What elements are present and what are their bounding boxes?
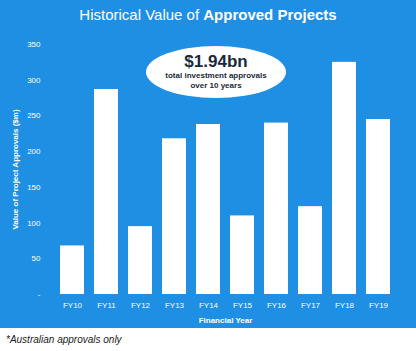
svg-text:300: 300 bbox=[27, 76, 41, 85]
svg-text:250: 250 bbox=[27, 111, 41, 120]
svg-text:350: 350 bbox=[27, 40, 41, 49]
svg-text:FY17: FY17 bbox=[301, 301, 321, 310]
svg-text:50: 50 bbox=[32, 254, 41, 263]
svg-text:Financial Year: Financial Year bbox=[199, 316, 253, 325]
html-text:total investment approvals ove: total investment approvals over 10 years bbox=[165, 71, 267, 90]
html-text:*Australian approvals only: *Australian approvals only bbox=[6, 334, 122, 345]
svg-text:150: 150 bbox=[27, 183, 41, 192]
html-text:Historical Value of Approved P: Historical Value of Approved Projects bbox=[79, 6, 337, 23]
svg-text:FY18: FY18 bbox=[335, 301, 355, 310]
svg-text:FY15: FY15 bbox=[233, 301, 253, 310]
svg-text:-: - bbox=[38, 290, 41, 299]
svg-text:Value of Project Approvals ($m: Value of Project Approvals ($m) bbox=[11, 109, 20, 230]
svg-text:FY13: FY13 bbox=[165, 301, 185, 310]
svg-text:FY19: FY19 bbox=[369, 301, 389, 310]
svg-text:100: 100 bbox=[27, 219, 41, 228]
svg-text:FY10: FY10 bbox=[63, 301, 83, 310]
svg-text:FY12: FY12 bbox=[131, 301, 151, 310]
svg-text:FY14: FY14 bbox=[199, 301, 219, 310]
svg-text:200: 200 bbox=[27, 147, 41, 156]
svg-text:FY16: FY16 bbox=[267, 301, 287, 310]
html-text:$1.94bn: $1.94bn bbox=[184, 52, 248, 71]
svg-text:FY11: FY11 bbox=[97, 301, 116, 310]
